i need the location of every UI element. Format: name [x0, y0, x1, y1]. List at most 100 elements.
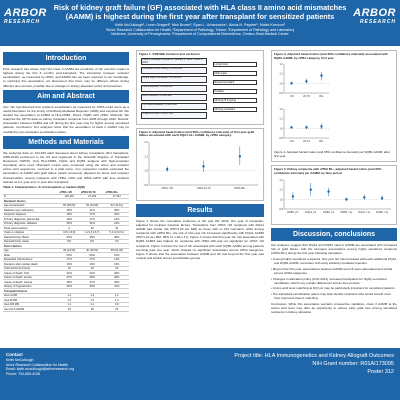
table-row: Recipient factors	[3, 198, 129, 204]
table-cell: 20%	[104, 212, 129, 218]
table-cell: HLA-DR MM	[3, 302, 59, 308]
arbor-logo-right: ARBOR RESEARCH	[353, 8, 396, 25]
table-cell	[58, 198, 80, 204]
table-cell: Hispanic/ Hispanic	[3, 212, 59, 218]
x-tick-label: 80+	[319, 94, 324, 98]
table-row: Cause of death: CVA 32% 32% 30%	[3, 270, 129, 276]
contact-heading: Contact	[6, 352, 23, 357]
table-header-cell: cPRA <20	[58, 190, 80, 195]
characteristics-table: cPRA <20 cPRA 20-79 cPRA 80+ N 120,361 27,10…	[3, 190, 129, 312]
figure-5-chart: 0.9 1.0 1.1 1.2 DRB1 yr1 DQA1 yr1 DQB1 yr1 DRB1…	[279, 178, 391, 214]
intro-heading: Introduction	[3, 52, 129, 65]
table-cell: 4.2 (2.3,6.7)	[79, 230, 105, 236]
table-cell: Cause of death: CVA	[3, 270, 59, 276]
table-row: Race/ethnicity: Asian 6% 6% 7%	[3, 239, 129, 245]
contact-block: Contact Keith McCullough Arbor Research C…	[6, 352, 116, 377]
table-cell: Cause of death: trauma	[3, 279, 59, 285]
table-cell: 31%	[79, 221, 105, 227]
table-cell: 59%	[79, 252, 105, 258]
table-cell: 1.4	[104, 297, 129, 303]
table-cell: 16%	[58, 261, 80, 267]
table-cell: 56 (45,64)	[58, 203, 80, 209]
y-tick-label: 1.0	[279, 82, 283, 86]
strobe-exclusion-box: Living donor	[213, 61, 257, 67]
table-row: Race/ethnicity: Black 33% 35% 36%	[3, 234, 129, 240]
arbor-logo-left: ARBOR RESEARCH	[4, 8, 47, 25]
aims-text: Aim: We hypothesized that recipient sens…	[3, 104, 129, 134]
y-tick-label: 1.1	[279, 117, 283, 121]
table-cell: Sum HLA AAMM	[3, 306, 59, 312]
x-tick-label: 80+	[319, 139, 324, 143]
data-point	[290, 126, 293, 129]
x-tick-label: <20	[289, 139, 294, 143]
table-cell: Age at transplant	[3, 203, 59, 209]
table-cell: 1.1	[104, 293, 129, 299]
table-cell: 27,102	[79, 194, 105, 200]
table-cell: 17,467	[104, 194, 129, 200]
discussion-bullets: • Among highly sensitized recipients, fi…	[271, 257, 397, 300]
table-row: Primary diagnosis: glomerular 19% 17% 21%	[3, 216, 129, 222]
table-cell: 18	[79, 266, 105, 272]
x-tick-label: 20-79	[303, 94, 310, 98]
table-cell: 17%	[79, 257, 105, 263]
table-header-cell: cPRA 80+	[104, 190, 129, 195]
table-cell: 35%	[58, 221, 80, 227]
y-tick-label: 1.2	[279, 107, 283, 111]
contact-line: Phone: 734-665-4108	[6, 372, 40, 377]
figure-2: Figure 2. Adjusted hazard ratios (and 95…	[136, 127, 264, 201]
table-cell: 17%	[79, 212, 105, 218]
poster-header: ARBOR RESEARCH ARBOR RESEARCH Risk of ki…	[0, 0, 400, 46]
figure-2-title: Figure 2. Adjusted hazard ratios (and 95…	[139, 129, 255, 138]
strobe-box: HLA data available, N=120,108	[141, 102, 207, 110]
table-row: HLA-A MM 1.2 1.2 1.1	[3, 293, 129, 299]
table-cell: 40	[79, 225, 105, 231]
data-point	[363, 195, 366, 199]
x-tick-label: cPRA 80+	[234, 186, 246, 190]
table-cell: 15	[104, 306, 129, 312]
y-tick-label: 1.1	[144, 154, 148, 158]
table-row: Age at transplant 56 (45,64) 54 (44,63) 52 …	[3, 203, 129, 209]
table-cell	[79, 288, 105, 294]
strobe-exclusion-box: Repeat transplant	[213, 79, 257, 85]
x-tick-label: <20	[289, 94, 294, 98]
y-tick-label: 1.0	[279, 127, 283, 131]
figure-2-chart: 0.9 1.0 1.1 1.2 cPRA <20 cPRA 20-79 cPRA 80+	[144, 140, 258, 190]
y-tick-label: 1.2	[144, 140, 148, 144]
table-cell: 28%	[104, 275, 129, 281]
figure-1: Figure 1. STROBE inclusion and exclusion…	[136, 50, 264, 125]
aims-heading: Aim and Abstract	[3, 89, 129, 103]
contact-lines: Keith McCullough Arbor Research Collabora…	[6, 358, 116, 377]
table-row: Sum HLA AAMM 18 18 15	[3, 306, 129, 312]
figure-4-chart: 0.9 1.0 1.1 1.2 <20 20-79 80+	[279, 107, 329, 143]
figure-4-title: Figure 4. Adjusted hazard ratios (and 95…	[274, 150, 390, 158]
table-header-cell	[3, 190, 59, 195]
table-cell	[58, 288, 80, 294]
column-middle: Figure 1. STROBE inclusion and exclusion…	[136, 50, 264, 344]
table-cell: 0	[58, 225, 80, 231]
table-row: Years on dialysis 3.8 (1.9,6) 4.2 (2.3,6.7…	[3, 230, 129, 236]
strobe-box: Single organ transplant, N=158,207	[141, 75, 207, 83]
table-cell: 17%	[79, 216, 105, 222]
table-row: History of hypertension 33% 33% 31%	[3, 284, 129, 290]
table-row: Cold ischemia (hours) 16 18 20	[3, 266, 129, 272]
discussion-heading: Discussion, conclusions	[271, 227, 397, 241]
figure-3-chart: 0.9 1.0 1.1 1.2 <20 20-79 80+	[279, 62, 329, 98]
figure-3-title: Figure 3. Adjusted hazard ratios (and 95…	[274, 52, 388, 60]
table-cell	[58, 243, 80, 249]
x-tick-label: DRB1 >1y	[340, 210, 353, 214]
table-cell	[79, 243, 105, 249]
y-tick-label: 1.2	[279, 178, 283, 182]
table-cell: 19%	[58, 216, 80, 222]
methods-heading: Methods and Materials	[3, 135, 129, 149]
table-row: Age 39 (24,50) 40 (26,51) 38 (24,49)	[3, 248, 129, 254]
logo-left-sub: RESEARCH	[4, 19, 41, 25]
affiliation-2: Medicine, University of Pennsylvania; ⁴D…	[111, 32, 289, 37]
figure-5: Figure 5. Kidney recipients with cPRA 80…	[271, 165, 397, 225]
results-heading: Results	[136, 203, 264, 217]
data-point	[202, 164, 205, 168]
table-body: N 120,361 27,102 17,467 Recipient factors Age…	[3, 194, 129, 312]
table-cell	[79, 198, 105, 204]
table-cell: 7%	[104, 239, 129, 245]
table-cell: 3.8 (1.9,6)	[58, 230, 80, 236]
table-cell: 35%	[104, 207, 129, 213]
